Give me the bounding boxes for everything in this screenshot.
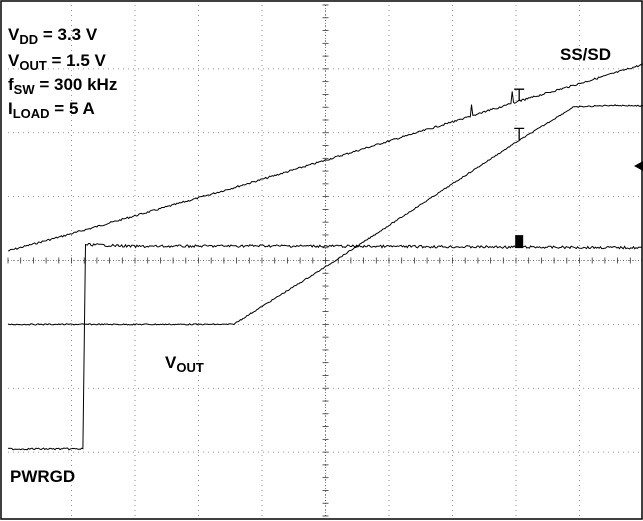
trace-vout [7, 104, 643, 326]
label-ss-sd: SS/SD [560, 45, 611, 64]
condition-vout: VOUT = 1.5 V [8, 51, 107, 73]
trigger-marker-icon [515, 235, 524, 249]
trigger-marker-icon [514, 127, 525, 141]
label-pwrgd: PWRGD [10, 467, 75, 486]
test-conditions: VDD = 3.3 V VOUT = 1.5 V fSW = 300 kHz I… [8, 25, 117, 121]
trace-pwrgd [7, 243, 643, 451]
condition-iload: ILOAD = 5 A [8, 99, 95, 121]
condition-vdd: VDD = 3.3 V [8, 25, 98, 47]
condition-fsw: fSW = 300 kHz [8, 75, 117, 97]
trigger-markers [514, 88, 525, 249]
trigger-marker-icon [514, 88, 525, 102]
trace-ss-sd [7, 63, 643, 252]
center-axis-ticks [7, 4, 643, 517]
traces [7, 63, 643, 451]
label-vout: VOUT [165, 353, 204, 375]
reference-arrow-icon [634, 161, 643, 171]
